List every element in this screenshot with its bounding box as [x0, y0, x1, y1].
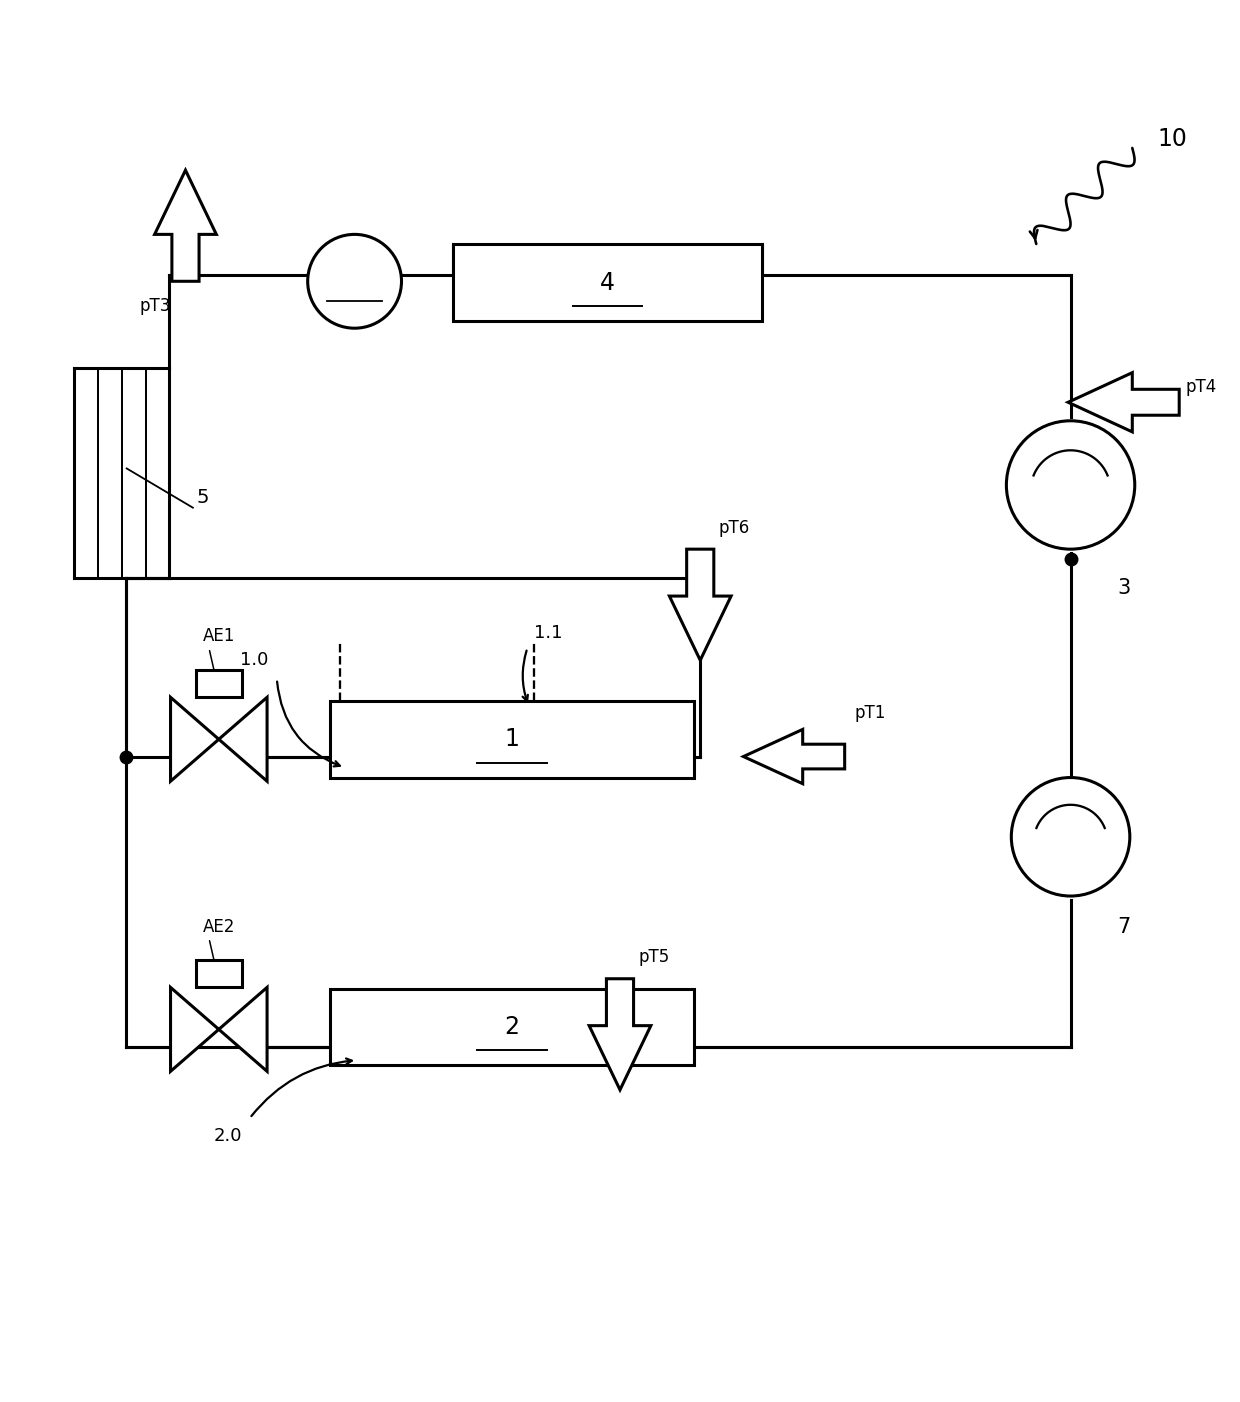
Text: pT6: pT6 [719, 519, 750, 537]
Circle shape [1012, 778, 1130, 896]
Text: 1: 1 [505, 728, 520, 751]
Text: pT4: pT4 [1185, 379, 1216, 397]
Polygon shape [171, 697, 218, 781]
Circle shape [308, 234, 402, 328]
Text: 1.1: 1.1 [533, 624, 562, 642]
Text: 7: 7 [1117, 917, 1131, 937]
Text: 10: 10 [1157, 128, 1187, 151]
Text: 1.0: 1.0 [239, 651, 268, 669]
Polygon shape [218, 697, 267, 781]
Text: 2.0: 2.0 [213, 1127, 242, 1145]
Text: 3: 3 [1117, 578, 1131, 597]
Text: pT1: pT1 [854, 704, 885, 722]
Text: 5: 5 [197, 488, 210, 508]
Polygon shape [589, 979, 651, 1089]
Polygon shape [155, 170, 216, 282]
Polygon shape [744, 729, 844, 784]
Polygon shape [1068, 373, 1179, 432]
Text: 6.2: 6.2 [340, 268, 370, 286]
Polygon shape [171, 987, 218, 1071]
Text: pT3: pT3 [139, 297, 171, 315]
Text: pT5: pT5 [639, 948, 670, 966]
Polygon shape [218, 987, 267, 1071]
Text: AE1: AE1 [202, 628, 236, 645]
Text: 4: 4 [600, 271, 615, 294]
Text: 2: 2 [505, 1015, 520, 1039]
Bar [330, 988, 694, 1066]
Bar [454, 244, 761, 321]
Bar [196, 670, 242, 697]
Bar [196, 960, 242, 987]
Polygon shape [670, 550, 732, 660]
Circle shape [1007, 421, 1135, 550]
Text: AE2: AE2 [202, 917, 236, 935]
Bar [330, 701, 694, 778]
